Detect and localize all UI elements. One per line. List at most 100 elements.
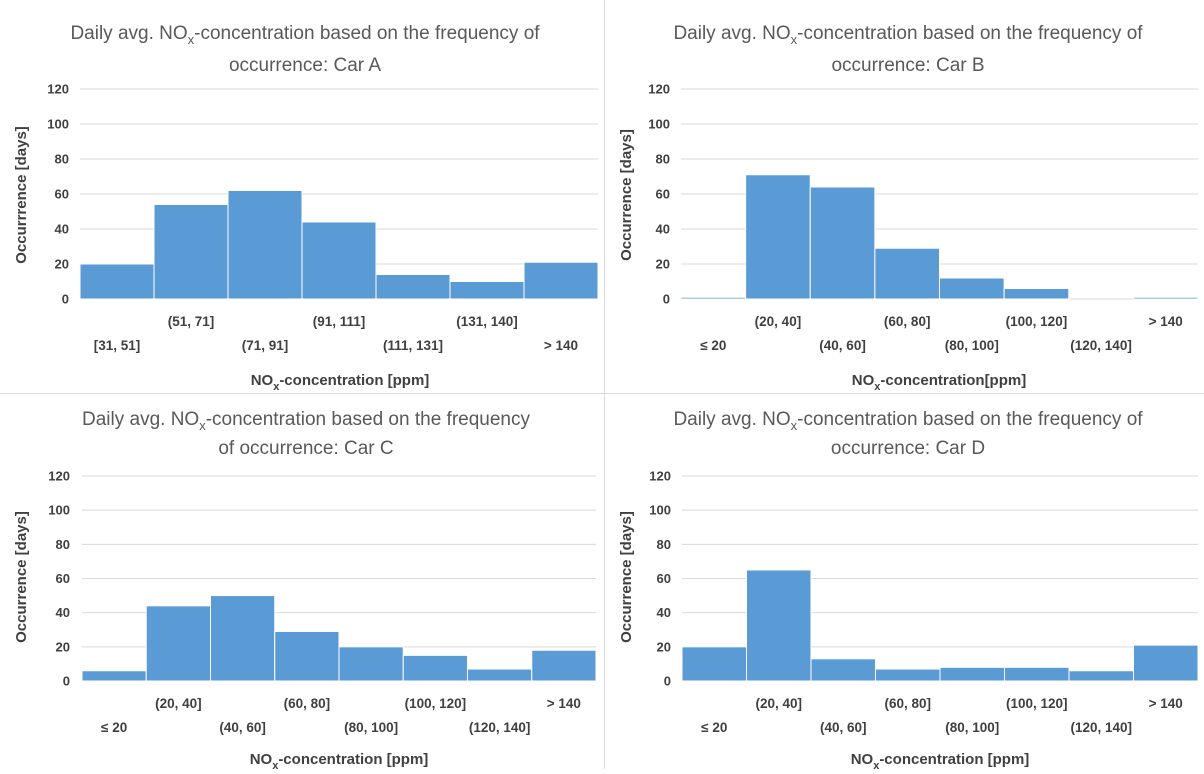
y-tick-label: 120 bbox=[649, 469, 671, 484]
y-tick-label: 100 bbox=[48, 503, 70, 518]
x-category-label: (20, 40] bbox=[755, 696, 802, 711]
histogram-bar bbox=[81, 670, 147, 682]
bar-chart-svg: Daily avg. NOx-concentration based on th… bbox=[618, 409, 1199, 772]
y-tick-label: 40 bbox=[657, 605, 671, 620]
y-tick-label: 100 bbox=[648, 117, 670, 132]
histogram-bar bbox=[145, 605, 211, 682]
histogram-bar bbox=[227, 190, 303, 300]
histogram-bar bbox=[810, 658, 876, 682]
bar-chart-svg: Daily avg. NOx-concentration based on th… bbox=[618, 23, 1199, 393]
y-axis-label: Occurrence [days] bbox=[618, 511, 635, 643]
chart-title-line-1: Daily avg. NOx-concentration based on th… bbox=[673, 23, 1143, 47]
chart-panel-car-a: Daily avg. NOx-concentration based on th… bbox=[0, 0, 604, 393]
histogram-bar bbox=[1132, 296, 1199, 300]
x-category-label: (60, 80] bbox=[284, 696, 331, 711]
chart-panel-car-d: Daily avg. NOx-concentration based on th… bbox=[605, 394, 1204, 772]
y-tick-label: 80 bbox=[657, 537, 671, 552]
x-axis-label: NOx-concentration [ppm] bbox=[250, 751, 429, 769]
y-tick-label: 120 bbox=[48, 469, 70, 484]
x-category-label: [31, 51] bbox=[94, 338, 141, 353]
chart-title-part: -concentration based on the frequency of bbox=[194, 23, 540, 44]
x-category-label: (20, 40] bbox=[155, 696, 202, 711]
x-category-label: (80, 100] bbox=[945, 720, 999, 735]
chart-title-subscript: x bbox=[791, 418, 798, 433]
histogram-bar bbox=[745, 174, 811, 300]
y-tick-label: 100 bbox=[47, 117, 69, 132]
x-category-label: (60, 80] bbox=[884, 696, 931, 711]
chart-panel-car-c: Daily avg. NOx-concentration based on th… bbox=[0, 394, 604, 772]
x-category-label: (100, 120] bbox=[405, 696, 467, 711]
y-tick-label: 20 bbox=[56, 639, 70, 654]
x-axis-label: NOx-concentration [ppm] bbox=[851, 751, 1030, 769]
y-tick-label: 80 bbox=[656, 152, 670, 167]
histogram-bar bbox=[338, 646, 404, 682]
x-axis-label: NOx-concentration[ppm] bbox=[852, 372, 1026, 393]
chart-title-part: -concentration based on the frequency bbox=[206, 409, 531, 430]
x-category-label: (100, 120] bbox=[1006, 314, 1068, 329]
vertical-divider bbox=[604, 0, 605, 769]
x-category-label: (120, 140] bbox=[469, 720, 531, 735]
x-category-label: > 140 bbox=[1149, 314, 1183, 329]
histogram-bar bbox=[153, 204, 229, 300]
x-category-label: > 140 bbox=[544, 338, 578, 353]
x-axis-label: NOx-concentration [ppm] bbox=[251, 372, 430, 393]
chart-title-subscript: x bbox=[199, 418, 206, 433]
y-tick-label: 20 bbox=[657, 639, 671, 654]
bar-chart-svg: Daily avg. NOx-concentration based on th… bbox=[13, 409, 597, 772]
x-category-label: ≤ 20 bbox=[101, 720, 127, 735]
y-tick-label: 60 bbox=[656, 187, 670, 202]
chart-title-part: Daily avg. NO bbox=[70, 23, 187, 44]
chart-title-part: Daily avg. NO bbox=[82, 409, 199, 430]
x-category-label: ≤ 20 bbox=[701, 720, 727, 735]
chart-title-part: -concentration based on the frequency of bbox=[797, 23, 1143, 44]
histogram-bar bbox=[874, 247, 940, 300]
histogram-bar bbox=[1133, 644, 1199, 682]
y-tick-label: 40 bbox=[56, 605, 70, 620]
histogram-bar bbox=[680, 296, 747, 300]
x-category-label: ≤ 20 bbox=[700, 338, 726, 353]
histogram-bar bbox=[1003, 288, 1070, 300]
y-tick-label: 20 bbox=[55, 257, 69, 272]
x-category-label: (20, 40] bbox=[755, 314, 802, 329]
bar-chart-svg: Daily avg. NOx-concentration based on th… bbox=[13, 23, 599, 393]
x-category-label: (120, 140] bbox=[1070, 720, 1132, 735]
chart-title-line-2: occurrence: Car B bbox=[831, 55, 984, 76]
x-category-label: (40, 60] bbox=[819, 338, 866, 353]
histogram-bar bbox=[523, 261, 599, 300]
y-tick-label: 0 bbox=[664, 674, 671, 689]
histogram-bar bbox=[746, 569, 812, 682]
histogram-bar bbox=[531, 649, 597, 682]
histogram-bar bbox=[939, 277, 1005, 300]
histogram-bar bbox=[79, 263, 155, 300]
y-tick-label: 120 bbox=[648, 82, 670, 97]
chart-title-part: Daily avg. NO bbox=[673, 409, 790, 430]
chart-panel-car-b: Daily avg. NOx-concentration based on th… bbox=[605, 0, 1204, 393]
chart-title-line-2: occurrence: Car D bbox=[831, 438, 985, 459]
chart-title-line-2: occurrence: Car A bbox=[229, 55, 381, 76]
histogram-bar bbox=[809, 186, 876, 300]
y-tick-label: 80 bbox=[56, 537, 70, 552]
y-tick-label: 0 bbox=[62, 292, 69, 307]
x-category-label: (131, 140] bbox=[456, 314, 518, 329]
y-tick-label: 0 bbox=[63, 674, 70, 689]
chart-title-line-2: of occurrence: Car C bbox=[218, 438, 393, 459]
x-category-label: (71, 91] bbox=[242, 338, 289, 353]
y-tick-label: 100 bbox=[649, 503, 671, 518]
histogram-bar bbox=[681, 646, 747, 682]
y-tick-label: 120 bbox=[47, 82, 69, 97]
y-tick-label: 60 bbox=[55, 187, 69, 202]
chart-title-subscript: x bbox=[188, 32, 195, 47]
horizontal-divider bbox=[0, 393, 1204, 394]
y-axis-label: Occurrence [days] bbox=[13, 511, 30, 643]
x-category-label: > 140 bbox=[547, 696, 581, 711]
x-category-label: (100, 120] bbox=[1006, 696, 1068, 711]
x-category-label: (40, 60] bbox=[219, 720, 266, 735]
histogram-bar bbox=[301, 221, 377, 300]
x-category-label: (91, 111] bbox=[313, 314, 366, 329]
histogram-bar bbox=[210, 595, 276, 682]
y-tick-label: 80 bbox=[55, 152, 69, 167]
x-category-label: (80, 100] bbox=[344, 720, 398, 735]
histogram-bar bbox=[402, 654, 468, 682]
x-category-label: (60, 80] bbox=[884, 314, 931, 329]
chart-title-part: -concentration based on the frequency of bbox=[797, 409, 1143, 430]
